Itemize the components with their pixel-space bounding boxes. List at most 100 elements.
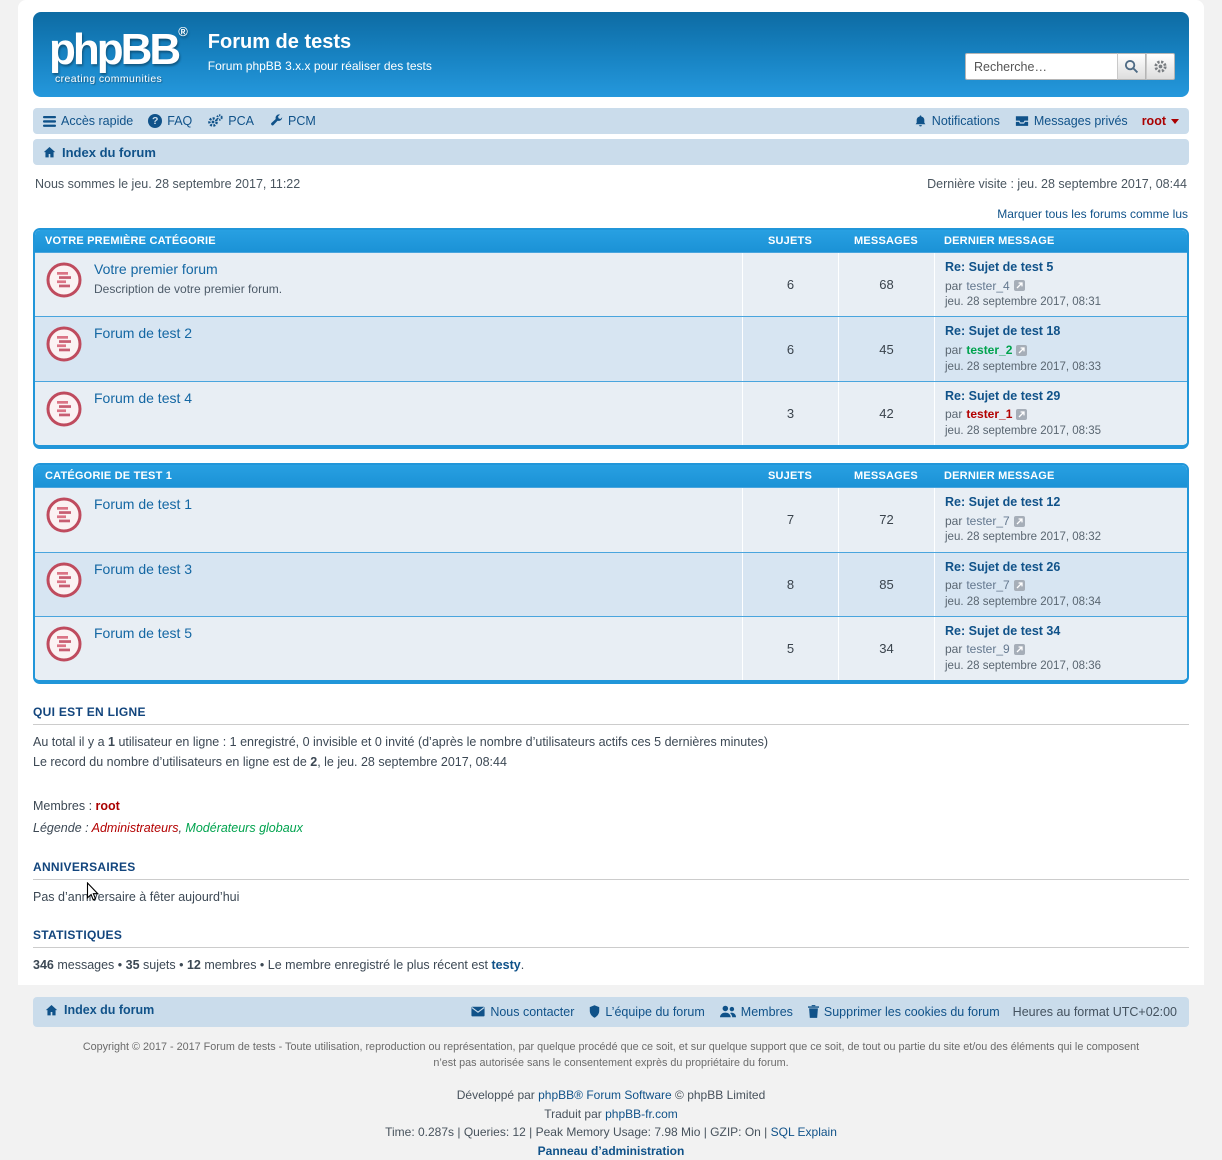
stats-section-title: STATISTIQUES — [33, 928, 1189, 949]
sql-explain-link[interactable]: SQL Explain — [770, 1125, 837, 1140]
last-post-date: jeu. 28 septembre 2017, 08:36 — [945, 660, 1102, 673]
phpbb-logo-text: phpBB® — [49, 23, 188, 74]
envelope-icon — [471, 1006, 485, 1017]
search-button[interactable] — [1117, 53, 1146, 80]
admin-panel-link[interactable]: Panneau d’administration — [537, 1143, 685, 1158]
online-members: Membres : root — [33, 799, 120, 814]
forum-link[interactable]: Votre premier forum — [94, 261, 218, 277]
last-post-author[interactable]: tester_1 — [966, 407, 1013, 422]
last-post-link[interactable]: Re: Sujet de test 12 — [945, 495, 1061, 510]
forum-description: Description de votre premier forum. — [94, 282, 283, 296]
column-posts: MESSAGES — [854, 235, 918, 247]
wrench-icon — [269, 114, 283, 128]
phpbb-logo[interactable]: phpBB® creating communities — [49, 25, 188, 85]
forum-row: Forum de test 5 5 34 Re: Sujet de test 3… — [35, 615, 1187, 681]
column-topics: SUJETS — [768, 235, 812, 247]
last-post-date: jeu. 28 septembre 2017, 08:31 — [945, 296, 1102, 309]
birthdays-text: Pas d’anniversaire à fêter aujourd’hui — [33, 889, 240, 904]
online-member-root[interactable]: root — [95, 799, 120, 814]
phpbb-logo-tagline: creating communities — [55, 72, 163, 85]
home-icon — [45, 1004, 58, 1017]
nav-private-messages[interactable]: Messages privés — [1015, 114, 1128, 128]
goto-post-icon[interactable] — [1013, 644, 1025, 656]
goto-post-icon[interactable] — [1013, 515, 1025, 527]
goto-post-icon[interactable] — [1016, 409, 1028, 421]
legend-global-moderators-link[interactable]: Modérateurs globaux — [185, 821, 303, 836]
search-advanced-button[interactable] — [1146, 53, 1175, 80]
current-date: Nous sommes le jeu. 28 septembre 2017, 1… — [35, 177, 301, 191]
timezone-text: Heures au format UTC+02:00 — [1012, 1004, 1177, 1019]
posts-count: 68 — [838, 253, 934, 317]
trash-icon — [807, 1005, 819, 1019]
forum-link[interactable]: Forum de test 3 — [94, 560, 193, 577]
question-circle-icon — [148, 114, 163, 128]
bell-icon — [914, 114, 927, 128]
forum-row: Forum de test 3 8 85 Re: Sujet de test 2… — [35, 551, 1187, 616]
footer-team-link[interactable]: L’équipe du forum — [589, 1005, 705, 1019]
goto-post-icon[interactable] — [1013, 280, 1025, 292]
last-post-author[interactable]: tester_7 — [966, 578, 1010, 593]
performance-stats: Time: 0.287s | Queries: 12 | Peak Memory… — [385, 1125, 771, 1140]
topics-count: 7 — [742, 488, 838, 552]
forum-link[interactable]: Forum de test 1 — [94, 496, 193, 513]
topics-count: 8 — [742, 552, 838, 616]
site-title[interactable]: Forum de tests — [207, 30, 352, 53]
nav-faq[interactable]: FAQ — [148, 114, 192, 128]
mark-forums-read-link[interactable]: Marquer tous les forums comme lus — [997, 207, 1188, 221]
search-icon — [1124, 59, 1139, 74]
topics-count: 3 — [742, 381, 838, 446]
breadcrumb-index-link[interactable]: Index du forum — [43, 145, 156, 160]
forum-icon — [45, 325, 83, 363]
nav-pcm[interactable]: PCM — [269, 114, 316, 128]
forum-row: Forum de test 1 7 72 Re: Sujet de test 1… — [35, 487, 1187, 552]
footer-contact-link[interactable]: Nous contacter — [471, 1005, 574, 1019]
column-topics: SUJETS — [768, 470, 812, 483]
forum-row: Forum de test 4 3 42 Re: Sujet de test 2… — [35, 380, 1187, 446]
column-lastpost: DERNIER MESSAGE — [944, 235, 1055, 247]
navbar: Accès rapide FAQ PCA PCM — [33, 108, 1189, 134]
category-title-link[interactable]: CATÉGORIE DE TEST 1 — [45, 470, 173, 483]
forum-row: Votre premier forum Description de votre… — [35, 252, 1187, 317]
last-post-link[interactable]: Re: Sujet de test 5 — [945, 260, 1054, 274]
search-input[interactable] — [965, 53, 1117, 80]
category-title-link[interactable]: VOTRE PREMIÈRE CATÉGORIE — [45, 235, 216, 247]
footer-delete-cookies-link[interactable]: Supprimer les cookies du forum — [807, 1005, 1000, 1019]
last-post-author[interactable]: tester_7 — [966, 513, 1010, 528]
last-post-link[interactable]: Re: Sujet de test 29 — [945, 388, 1061, 403]
last-post-author[interactable]: tester_9 — [966, 642, 1010, 657]
members-icon — [719, 1005, 736, 1018]
topics-count: 5 — [742, 616, 838, 681]
category-block-1: VOTRE PREMIÈRE CATÉGORIE SUJETS MESSAGES… — [33, 228, 1189, 450]
mark-read-row: Marquer tous les forums comme lus — [34, 207, 1188, 221]
forum-row: Forum de test 2 6 45 Re: Sujet de test 1… — [35, 316, 1187, 381]
forum-link[interactable]: Forum de test 2 — [94, 325, 193, 342]
last-post-author[interactable]: tester_2 — [966, 342, 1013, 357]
phpbb-fr-link[interactable]: phpBB-fr.com — [605, 1106, 678, 1121]
goto-post-icon[interactable] — [1016, 344, 1028, 356]
hamburger-icon — [43, 115, 56, 127]
last-post-author[interactable]: tester_4 — [966, 278, 1010, 293]
last-post-link[interactable]: Re: Sujet de test 18 — [945, 324, 1061, 339]
credits-block: Développé par phpBB® Forum Software © ph… — [385, 1087, 837, 1158]
goto-post-icon[interactable] — [1013, 579, 1025, 591]
nav-notifications[interactable]: Notifications — [914, 114, 1000, 128]
legend-administrators-link[interactable]: Administrateurs — [91, 821, 179, 836]
last-post-link[interactable]: Re: Sujet de test 26 — [945, 559, 1061, 574]
nav-user-menu[interactable]: root — [1142, 114, 1179, 128]
online-summary: Au total il y a 1 utilisateur en ligne :… — [33, 735, 769, 769]
phpbb-software-link[interactable]: phpBB® Forum Software — [538, 1087, 672, 1102]
shield-icon — [589, 1005, 600, 1018]
posts-count: 85 — [838, 552, 934, 616]
forum-link[interactable]: Forum de test 4 — [94, 389, 193, 406]
nav-quick-links[interactable]: Accès rapide — [43, 114, 133, 128]
inbox-icon — [1015, 115, 1029, 127]
forum-link[interactable]: Forum de test 5 — [94, 624, 193, 641]
last-post-link[interactable]: Re: Sujet de test 34 — [945, 623, 1061, 638]
nav-pca[interactable]: PCA — [207, 114, 254, 128]
page-body: phpBB® creating communities Forum de tes… — [18, 0, 1204, 1158]
newest-member-link[interactable]: testy — [491, 958, 521, 973]
footer-members-link[interactable]: Membres — [719, 1005, 793, 1019]
footer-index-link[interactable]: Index du forum — [45, 1003, 154, 1017]
posts-count: 42 — [838, 381, 934, 446]
forum-icon — [45, 390, 83, 428]
